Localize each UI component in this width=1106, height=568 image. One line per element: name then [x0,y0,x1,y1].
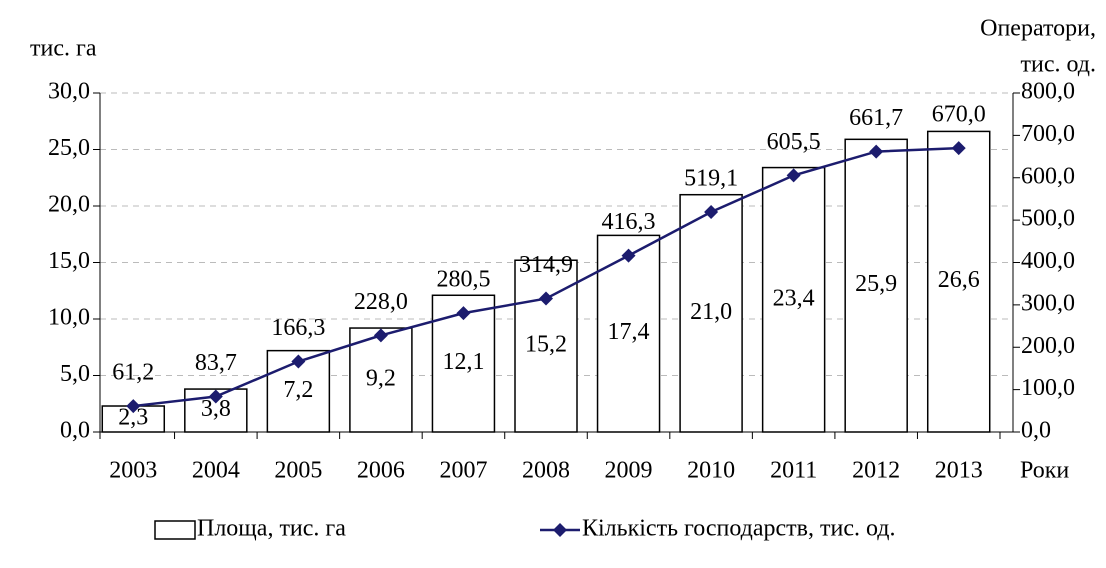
y2-axis-label: тис. од. [1020,52,1096,78]
y-tick-label: 15,0 [48,248,90,274]
bar-value-label: 23,4 [773,285,815,311]
y-tick-label: 5,0 [60,361,90,387]
y-tick-label: 25,0 [48,135,90,161]
y2-axis-label: Оператори, [980,16,1096,42]
marker [786,168,801,183]
marker [951,141,966,156]
y-tick-label: 30,0 [48,79,90,105]
line-value-label: 83,7 [195,350,237,376]
marker [869,144,884,159]
y2-tick-label: 0,0 [1021,418,1051,444]
legend-label: Кількість господарств, тис. од. [582,516,896,542]
y2-tick-label: 200,0 [1021,333,1075,359]
x-tick-label: 2007 [439,458,487,484]
y2-tick-label: 600,0 [1021,163,1075,189]
line-value-label: 661,7 [849,105,903,131]
line-value-label: 670,0 [932,102,986,128]
marker [704,205,719,220]
legend-swatch [154,520,196,540]
x-tick-label: 2008 [522,458,570,484]
y2-tick-label: 700,0 [1021,121,1075,147]
marker [621,248,636,263]
bar-value-label: 21,0 [690,299,732,325]
legend-label: Площа, тис. га [197,516,346,542]
bar-value-label: 7,2 [283,377,313,403]
line-value-label: 280,5 [436,267,490,293]
bar [349,327,413,433]
bar-value-label: 17,4 [608,319,650,345]
bar [679,193,743,433]
bar-value-label: 15,2 [525,332,567,358]
y-axis-label: тис. га [30,36,97,62]
x-tick-label: 2012 [852,458,900,484]
x-tick-label: 2010 [687,458,735,484]
bar-value-label: 25,9 [855,271,897,297]
bar-value-label: 26,6 [938,267,980,293]
x-tick-label: 2005 [274,458,322,484]
y2-tick-label: 100,0 [1021,375,1075,401]
y2-tick-label: 300,0 [1021,290,1075,316]
marker [539,291,553,306]
line-value-label: 61,2 [112,360,154,386]
marker [291,354,306,369]
bar [926,130,991,433]
x-tick-label: 2011 [770,458,817,484]
y-tick-label: 10,0 [48,305,90,331]
x-tick-label: 2013 [935,458,983,484]
bar-value-label: 12,1 [442,349,484,375]
marker [373,328,388,343]
line-value-label: 314,9 [519,252,573,278]
line-value-label: 605,5 [767,129,821,155]
legend-marker [553,523,567,537]
bar-value-label: 9,2 [366,366,396,392]
y2-tick-label: 400,0 [1021,248,1075,274]
x-tick-label: 2006 [357,458,405,484]
marker [456,306,471,321]
x-axis-label: Роки [1020,458,1069,484]
line-value-label: 416,3 [602,209,656,235]
x-tick-label: 2004 [192,458,240,484]
bar [844,138,908,433]
line-value-label: 166,3 [271,315,325,341]
line-value-label: 228,0 [354,289,408,315]
y-tick-label: 20,0 [48,192,90,218]
marker [126,399,141,414]
bar [596,234,661,433]
bar [761,166,826,433]
y2-tick-label: 500,0 [1021,206,1075,232]
x-tick-label: 2003 [109,458,157,484]
marker [208,389,223,404]
line-value-label: 519,1 [684,166,738,192]
y-tick-label: 0,0 [60,418,90,444]
y2-tick-label: 800,0 [1021,79,1075,105]
x-tick-label: 2009 [605,458,653,484]
